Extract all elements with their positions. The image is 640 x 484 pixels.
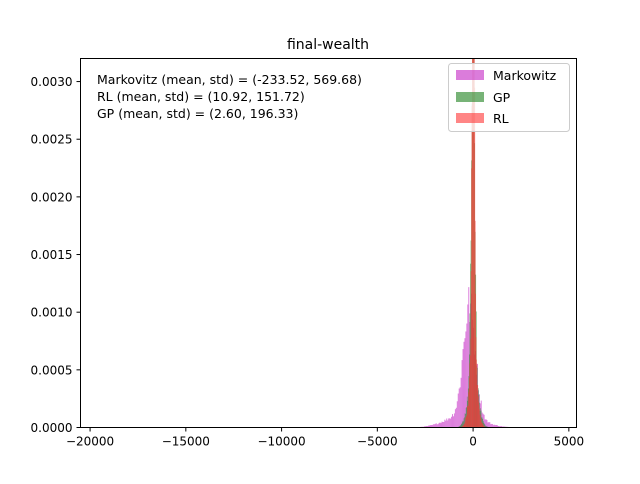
annotation-gp: GP (mean, std) = (2.60, 196.33) <box>97 106 298 121</box>
histogram-bar <box>454 413 455 427</box>
y-tick-label: 0.0030 <box>31 75 73 89</box>
stats-annotation: Markovitz (mean, std) = (-233.52, 569.68… <box>97 72 362 121</box>
y-tick-label: 0.0015 <box>31 248 73 262</box>
y-axis: 0.0000 0.0005 0.0010 0.0015 0.0020 0.0025 0.00… <box>31 75 81 435</box>
histogram-bar <box>462 360 463 427</box>
histogram-bar <box>441 423 442 427</box>
histogram-bar <box>456 408 457 428</box>
x-tick-label: −5000 <box>357 435 398 449</box>
legend-swatch-gp <box>456 92 484 102</box>
histogram-bar <box>460 387 461 427</box>
histogram-bar <box>447 420 448 427</box>
histogram-bar <box>461 378 462 428</box>
x-tick-label: 5000 <box>554 435 585 449</box>
histogram-bar <box>436 423 437 427</box>
histogram-bar <box>448 418 449 427</box>
histogram-bar <box>451 417 452 428</box>
y-tick-label: 0.0005 <box>31 363 73 377</box>
annotation-rl: RL (mean, std) = (10.92, 151.72) <box>97 89 305 104</box>
histogram-bar <box>443 422 444 428</box>
y-tick-label: 0.0020 <box>31 190 73 204</box>
histogram-bar <box>441 422 442 428</box>
x-axis: −20000 −15000 −10000 −5000 0 5000 <box>66 428 584 449</box>
histogram-bar <box>444 420 445 428</box>
x-tick-label: −15000 <box>162 435 210 449</box>
histogram-bar <box>492 424 493 427</box>
x-tick-label: −10000 <box>257 435 305 449</box>
legend-swatch-markowitz <box>456 70 484 80</box>
histogram-bar <box>489 422 490 427</box>
histogram-bar <box>488 422 489 427</box>
histogram-bar <box>435 424 436 428</box>
legend-label-markowitz: Markowitz <box>493 68 557 83</box>
series-markowitz-bars <box>420 287 511 427</box>
legend-label-gp: GP <box>493 90 511 105</box>
chart-title: final-wealth <box>287 37 369 53</box>
histogram-bar <box>442 422 443 428</box>
legend-swatch-rl <box>456 113 484 123</box>
histogram-bar <box>439 423 440 428</box>
histogram-bar <box>445 421 446 428</box>
histogram-bar <box>463 349 464 427</box>
histogram-bar <box>453 416 454 427</box>
histogram-bar <box>490 424 491 427</box>
histogram-bar <box>455 409 456 427</box>
histogram-bar <box>440 423 441 428</box>
histogram-bar <box>450 419 451 428</box>
legend-label-rl: RL <box>493 111 509 126</box>
y-tick-label: 0.0010 <box>31 306 73 320</box>
histogram-bar <box>452 414 453 427</box>
histogram-bar <box>449 418 450 427</box>
x-tick-label: 0 <box>469 435 477 449</box>
histogram-bar <box>458 394 459 428</box>
annotation-markowitz: Markovitz (mean, std) = (-233.52, 569.68… <box>97 72 362 87</box>
histogram-bar <box>464 342 465 428</box>
histogram-bar <box>438 424 439 427</box>
y-tick-label: 0.0000 <box>31 421 73 435</box>
histogram-bar <box>487 422 488 427</box>
histogram-bar <box>446 418 447 427</box>
histogram-bar <box>459 389 460 428</box>
histogram-bar <box>457 401 458 427</box>
legend: Markowitz GP RL <box>449 64 570 132</box>
y-tick-label: 0.0025 <box>31 133 73 147</box>
histogram-bar <box>491 424 492 428</box>
x-tick-label: −20000 <box>66 435 114 449</box>
